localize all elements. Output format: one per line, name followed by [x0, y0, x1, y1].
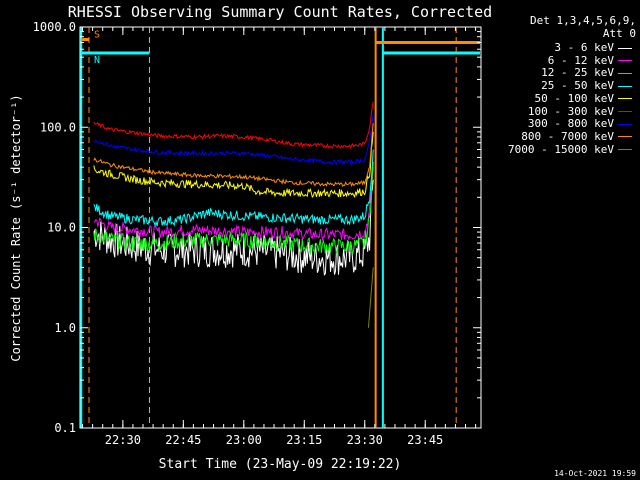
- legend-label: 3 - 6 keV: [554, 41, 614, 54]
- legend-label: 7000 - 15000 keV: [508, 142, 614, 156]
- legend-swatch: [618, 149, 632, 151]
- legend-swatch: [618, 123, 632, 125]
- series-line: [93, 131, 374, 199]
- series-line: [93, 101, 374, 149]
- time-marker-lines: [80, 27, 457, 428]
- series-line: [93, 179, 374, 276]
- detector-label: Det 1,3,4,5,6,9, Att 0: [530, 14, 636, 40]
- legend-entry: 6 - 12 keV: [547, 53, 632, 67]
- state-bar-label: N: [94, 55, 100, 66]
- x-tick-label: 22:30: [105, 433, 141, 447]
- legend-swatch: [618, 72, 632, 74]
- legend-label: 100 - 300 keV: [527, 104, 614, 118]
- legend-entry: 12 - 25 keV: [541, 67, 632, 79]
- state-bars: SN: [81, 30, 480, 66]
- legend-label: 50 - 100 keV: [534, 91, 614, 105]
- series-line: [93, 123, 374, 188]
- legend-label: 6 - 12 keV: [547, 53, 614, 67]
- x-tick-label: 23:30: [347, 433, 383, 447]
- axis-ticks: 0.1 1.0 10.0 100.0 1000.0 22:30 22:45 23:00 23:1…: [33, 20, 481, 447]
- series-line: [367, 267, 374, 328]
- legend-label: 800 - 7000 keV: [521, 129, 614, 143]
- y-tick-label: 1000.0: [33, 20, 76, 34]
- x-axis-label: Start Time (23-May-09 22:19:22): [159, 457, 402, 472]
- y-tick-label: 0.1: [54, 421, 76, 435]
- legend-label: 300 - 800 keV: [527, 117, 614, 131]
- x-tick-label: 22:45: [165, 433, 201, 447]
- y-axis-label: Corrected Count Rate (s⁻¹ detector⁻¹): [9, 94, 23, 361]
- legend-entry: 300 - 800 keV: [528, 118, 632, 130]
- x-tick-label: 23:45: [407, 433, 443, 447]
- series-line: [93, 149, 374, 227]
- legend-swatch: [618, 47, 632, 49]
- legend-label: 12 - 25 keV: [541, 66, 614, 80]
- timestamp: 14-Oct-2021 19:59: [554, 469, 636, 478]
- legend-entry: 3 - 6 keV: [554, 42, 632, 54]
- legend-entry: 800 - 7000 keV: [521, 129, 632, 143]
- series-line: [93, 167, 374, 241]
- state-bar-label: S: [94, 30, 100, 41]
- x-tick-label: 23:00: [226, 433, 262, 447]
- legend-entry: 7000 - 15000 keV: [508, 142, 632, 156]
- x-tick-label: 23:15: [286, 433, 322, 447]
- series-line: [93, 112, 374, 166]
- y-tick-label: 10.0: [47, 221, 76, 235]
- legend-swatch: [618, 98, 632, 100]
- plot-frame: [79, 26, 482, 429]
- legend-swatch: [618, 111, 632, 112]
- legend-entry: 100 - 300 keV: [527, 104, 632, 118]
- legend-label: 25 - 50 keV: [541, 79, 614, 93]
- legend-swatch: [618, 136, 632, 138]
- legend-swatch: [618, 85, 632, 87]
- chart-title: RHESSI Observing Summary Count Rates, Co…: [68, 3, 492, 21]
- legend-entry: 25 - 50 keV: [541, 80, 632, 92]
- legend-entry: 50 - 100 keV: [534, 91, 632, 105]
- y-tick-label: 1.0: [54, 321, 76, 335]
- series-line: [93, 161, 374, 255]
- series-group: [93, 101, 374, 328]
- legend-swatch: [618, 60, 632, 62]
- y-tick-label: 100.0: [40, 120, 76, 134]
